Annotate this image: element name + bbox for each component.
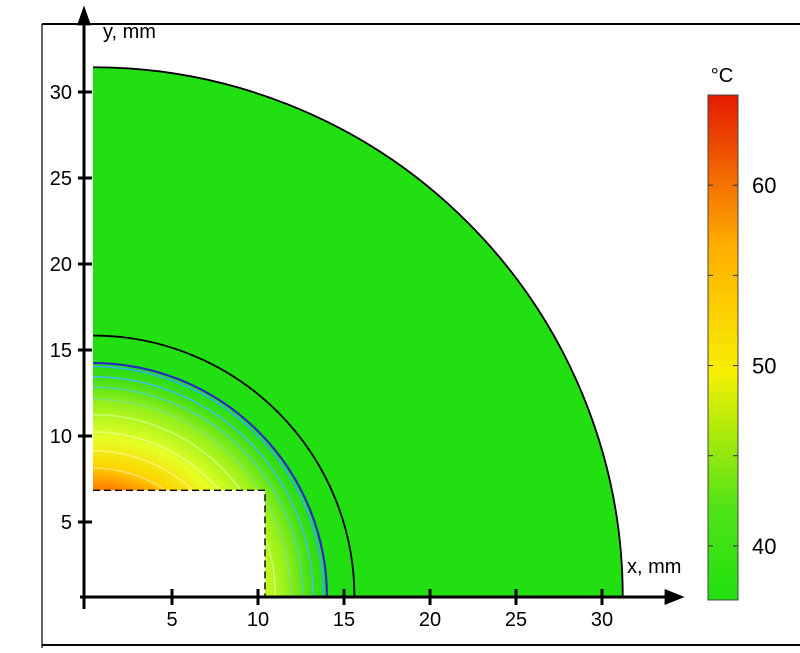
x-tick-label: 5 xyxy=(166,609,177,631)
colorbar-gradient xyxy=(707,94,739,601)
x-tick-label: 10 xyxy=(247,609,269,631)
contour-line xyxy=(92,398,292,598)
x-tick-label: 15 xyxy=(333,609,355,631)
axes: 5 10 15 20 25 30 5 10 15 20 25 30 x, mm y, mm xyxy=(50,5,685,631)
x-axis-arrow xyxy=(664,589,685,605)
cutout-boundary xyxy=(93,489,266,597)
colorbar-tick-label: 60 xyxy=(752,173,776,198)
colorbar-tick-label: 40 xyxy=(752,534,776,559)
y-tick-label: 30 xyxy=(50,82,72,104)
x-tick-label: 25 xyxy=(505,609,527,631)
contour-line xyxy=(92,386,304,598)
isotherm-boundary xyxy=(92,361,329,598)
y-tick-label: 20 xyxy=(50,254,72,276)
contour-line xyxy=(92,413,277,598)
x-tick-label: 20 xyxy=(419,609,441,631)
middle-boundary xyxy=(92,334,356,598)
y-axis-label: y, mm xyxy=(103,21,156,43)
y-tick-label: 10 xyxy=(50,426,72,448)
contour-line xyxy=(92,376,314,598)
contour-line xyxy=(92,365,325,598)
x-tick-label: 30 xyxy=(591,609,613,631)
y-tick-label: 15 xyxy=(50,340,72,362)
y-axis-arrow xyxy=(77,5,91,26)
colorbar-unit: °C xyxy=(711,65,733,87)
x-axis-label: x, mm xyxy=(627,556,681,578)
inner-cutout xyxy=(79,490,265,597)
plot-area xyxy=(79,66,624,598)
y-tick-label: 25 xyxy=(50,168,72,190)
y-tick-label: 5 xyxy=(61,512,72,534)
outer-boundary xyxy=(92,66,624,598)
colorbar-tick-label: 50 xyxy=(752,354,776,379)
colorbar: 40 50 60 °C xyxy=(707,65,776,601)
